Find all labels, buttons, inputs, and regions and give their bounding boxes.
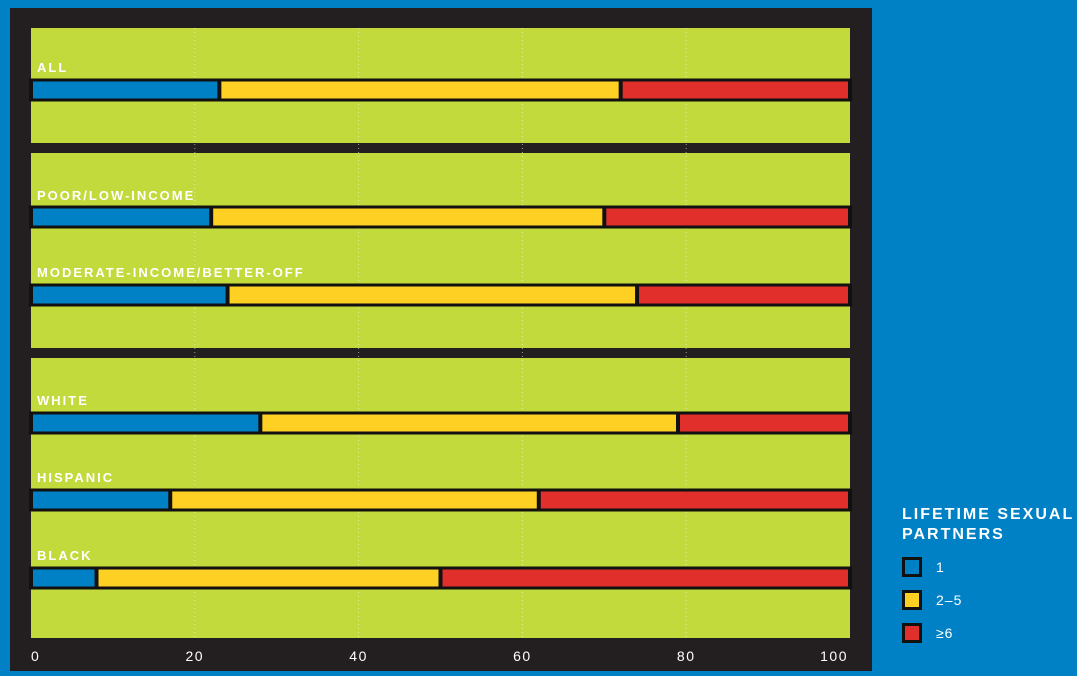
category-label: WHITE bbox=[37, 393, 89, 408]
category-label: HISPANIC bbox=[37, 470, 114, 485]
legend-swatch-6-plus bbox=[902, 623, 922, 643]
bar-segment-one bbox=[33, 81, 218, 99]
bar-segment-two-to-five bbox=[98, 569, 439, 587]
bar-segment-six-plus bbox=[680, 414, 848, 432]
x-tick-label: 0 bbox=[31, 648, 40, 664]
bar-segment-two-to-five bbox=[172, 491, 537, 509]
x-tick-label: 40 bbox=[349, 648, 368, 664]
x-tick-label: 60 bbox=[513, 648, 532, 664]
bar-segment-one bbox=[33, 208, 210, 226]
legend-label-6-plus: ≥6 bbox=[936, 625, 954, 641]
bar-segment-six-plus bbox=[442, 569, 848, 587]
bar-segment-two-to-five bbox=[213, 208, 603, 226]
bar-segment-one bbox=[33, 286, 226, 304]
bar-segment-six-plus bbox=[639, 286, 848, 304]
legend-label-2-5: 2–5 bbox=[936, 592, 963, 608]
category-label: ALL bbox=[37, 60, 68, 75]
legend-swatch-2-5 bbox=[902, 590, 922, 610]
chart-frame: ALL POOR/LOW-INCOME MODERATE-INCOME/BETTER… bbox=[10, 8, 872, 671]
legend-swatch-1 bbox=[902, 557, 922, 577]
legend-item-6-plus: ≥6 bbox=[902, 623, 1077, 643]
bar-segment-one bbox=[33, 569, 95, 587]
legend-title: LIFETIME SEXUAL PARTNERS bbox=[902, 506, 1074, 543]
legend-item-1: 1 bbox=[902, 557, 1077, 577]
x-tick-label: 80 bbox=[677, 648, 696, 664]
category-label: POOR/LOW-INCOME bbox=[37, 188, 195, 203]
bar-segment-two-to-five bbox=[262, 414, 677, 432]
bar-segment-six-plus bbox=[540, 491, 848, 509]
bar-segment-two-to-five bbox=[221, 81, 619, 99]
bar-segment-one bbox=[33, 491, 169, 509]
x-tick-label: 100 bbox=[820, 648, 848, 664]
legend-label-1: 1 bbox=[936, 559, 945, 575]
category-label: BLACK bbox=[37, 548, 93, 563]
chart-panel-2 bbox=[31, 153, 850, 348]
bar-segment-six-plus bbox=[606, 208, 848, 226]
legend: LIFETIME SEXUAL PARTNERS 1 2–5 ≥6 bbox=[902, 505, 1077, 656]
bar-segment-six-plus bbox=[622, 81, 848, 99]
x-tick-label: 20 bbox=[186, 648, 205, 664]
legend-item-2-5: 2–5 bbox=[902, 590, 1077, 610]
stacked-bar-chart: ALL POOR/LOW-INCOME MODERATE-INCOME/BETTER… bbox=[29, 28, 852, 664]
bar-segment-one bbox=[33, 414, 259, 432]
bar-segment-two-to-five bbox=[229, 286, 636, 304]
category-label: MODERATE-INCOME/BETTER-OFF bbox=[37, 265, 305, 280]
